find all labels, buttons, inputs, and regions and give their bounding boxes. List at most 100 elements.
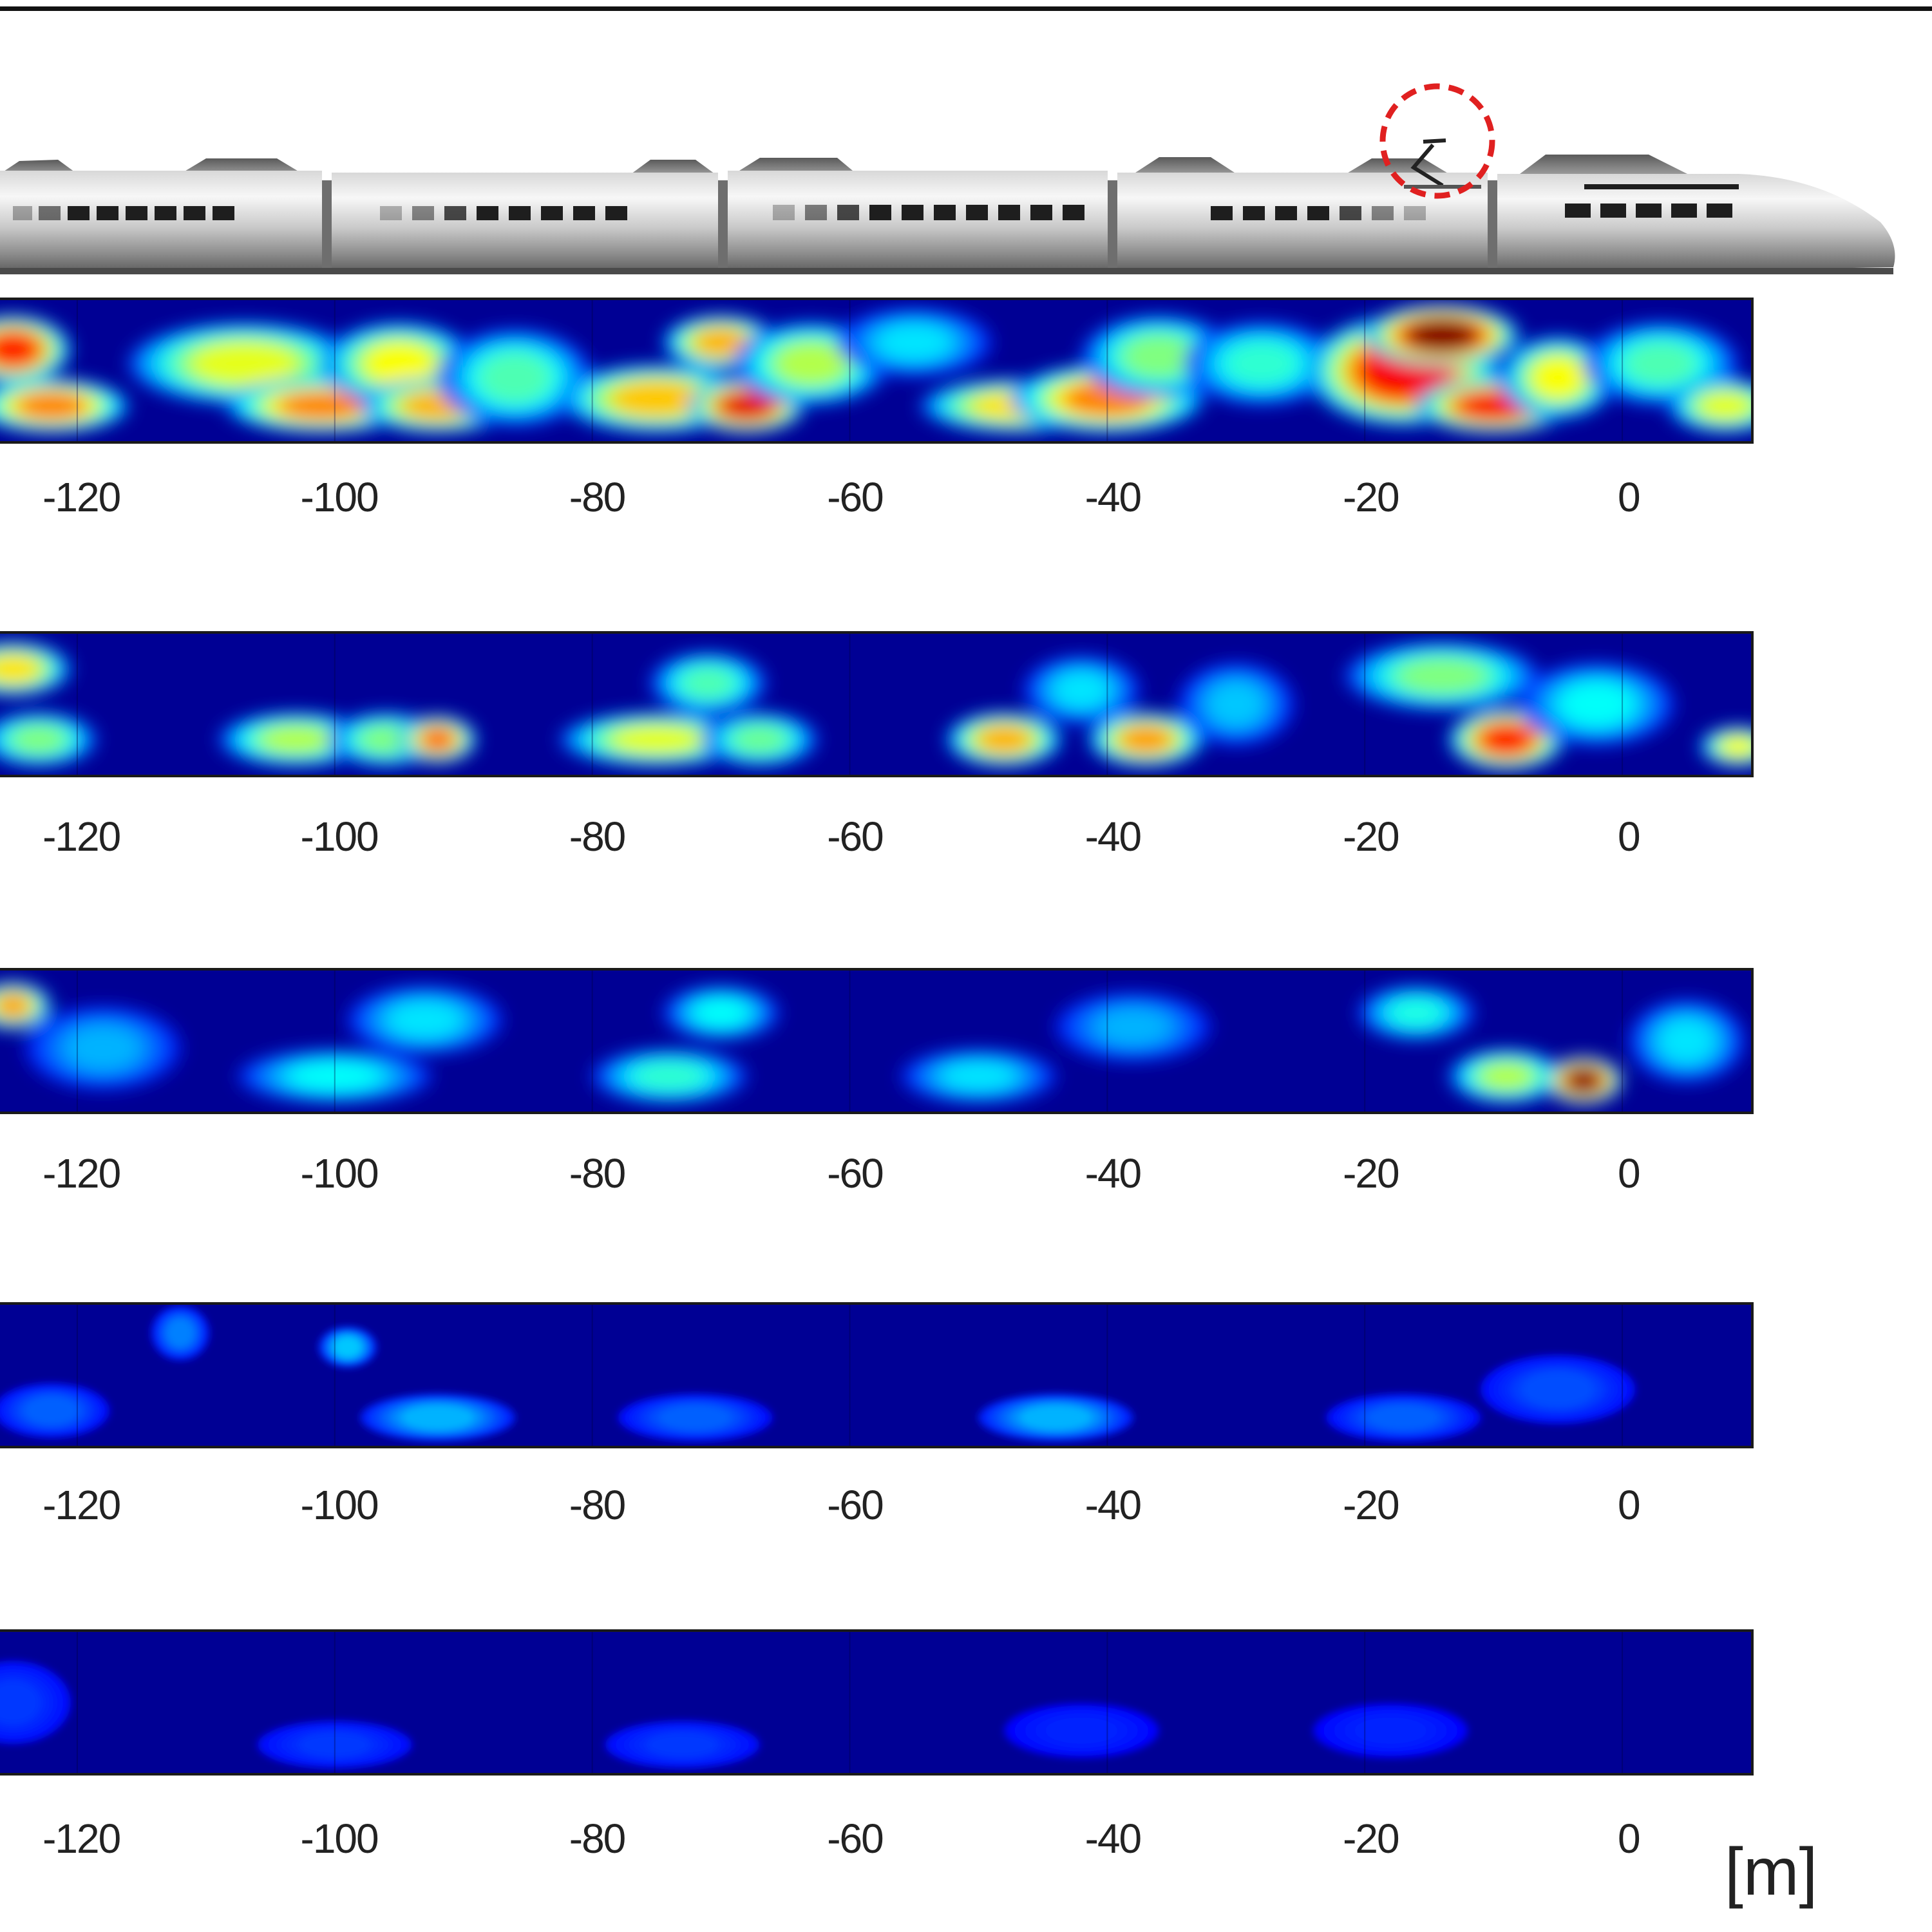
heatmap-hotspot bbox=[633, 1062, 706, 1091]
x-axis-ticks-panel-1: -120 -100 -80 -60 -40 -20 0 bbox=[0, 473, 1932, 531]
heatmap-hotspot bbox=[334, 1336, 361, 1358]
heatmap-hotspot bbox=[1479, 723, 1534, 756]
heatmap-hotspot bbox=[388, 1001, 461, 1038]
x-tick-label: -120 bbox=[43, 813, 121, 860]
x-tick-label: 0 bbox=[1617, 1482, 1641, 1528]
heatmap-hotspot bbox=[1122, 335, 1195, 379]
heatmap-hotspot bbox=[1354, 1716, 1427, 1745]
heatmap-panel-5 bbox=[0, 1629, 1754, 1776]
heatmap-canvas-3 bbox=[0, 971, 1751, 1112]
heatmap-canvas-2 bbox=[0, 634, 1751, 775]
heatmap-hotspot bbox=[363, 342, 435, 386]
heatmap-hotspot bbox=[611, 725, 702, 754]
heatmap-hotspot bbox=[166, 1318, 194, 1347]
x-tick-label: 0 bbox=[1617, 1815, 1641, 1862]
heatmap-panel-3 bbox=[0, 968, 1754, 1114]
heatmap-hotspot bbox=[694, 328, 748, 357]
heatmap-panel-4 bbox=[0, 1302, 1754, 1448]
heatmap-panel-1 bbox=[0, 298, 1754, 444]
x-tick-label: -20 bbox=[1343, 1482, 1399, 1528]
x-tick-label: -100 bbox=[300, 1150, 379, 1197]
x-tick-label: 0 bbox=[1617, 1150, 1641, 1197]
x-tick-label: -40 bbox=[1084, 1150, 1142, 1197]
heatmap-hotspot bbox=[659, 1405, 732, 1430]
x-tick-label: -40 bbox=[1084, 1815, 1142, 1862]
heatmap-hotspot bbox=[0, 993, 31, 1018]
x-tick-label: -100 bbox=[300, 1482, 379, 1528]
heatmap-hotspot bbox=[15, 392, 88, 421]
heatmap-hotspot bbox=[0, 654, 40, 683]
heatmap-hotspot bbox=[646, 1732, 719, 1757]
heatmap-hotspot bbox=[1660, 1019, 1714, 1063]
x-tick-label: -40 bbox=[1084, 474, 1142, 520]
x-tick-label: -40 bbox=[1084, 1482, 1142, 1528]
x-tick-label: -100 bbox=[300, 474, 379, 520]
heatmap-hotspot bbox=[1531, 355, 1586, 399]
heatmap-hotspot bbox=[1209, 683, 1264, 726]
heatmap-hotspot bbox=[1097, 1009, 1170, 1045]
x-tick-label: -100 bbox=[300, 1815, 379, 1862]
heatmap-hotspot bbox=[1054, 672, 1109, 708]
heatmap-hotspot bbox=[1119, 725, 1173, 754]
x-tick-label: -120 bbox=[43, 1150, 121, 1197]
x-tick-label: -20 bbox=[1343, 1815, 1399, 1862]
x-tick-label: -60 bbox=[827, 1815, 884, 1862]
heatmap-hotspot bbox=[977, 725, 1032, 754]
heatmap-hotspot bbox=[878, 324, 951, 361]
x-tick-label: -60 bbox=[827, 1482, 884, 1528]
x-axis-ticks-panel-4: -120 -100 -80 -60 -40 -20 0 bbox=[0, 1481, 1932, 1539]
heatmap-hotspot bbox=[260, 725, 332, 754]
heatmap-hotspot bbox=[1479, 1062, 1534, 1091]
heatmap-panel-2 bbox=[0, 631, 1754, 777]
heatmap-hotspot bbox=[1560, 683, 1633, 726]
heatmap-hotspot bbox=[1019, 1405, 1092, 1430]
x-axis-ticks-panel-3: -120 -100 -80 -60 -40 -20 0 bbox=[0, 1150, 1932, 1208]
heatmap-hotspot bbox=[0, 331, 40, 368]
heatmap-hotspot bbox=[1566, 1068, 1602, 1094]
heatmap-hotspot bbox=[1367, 1405, 1440, 1430]
x-tick-label: -40 bbox=[1084, 813, 1142, 860]
heatmap-canvas-4 bbox=[0, 1305, 1751, 1446]
x-tick-label: -80 bbox=[569, 813, 626, 860]
heatmap-hotspot bbox=[1406, 319, 1479, 352]
x-axis-unit-label: [m] bbox=[1725, 1835, 1818, 1909]
heatmap-hotspot bbox=[719, 392, 774, 421]
x-tick-label: -60 bbox=[827, 1150, 884, 1197]
x-tick-label: -120 bbox=[43, 474, 121, 520]
train-illustration bbox=[0, 83, 1895, 274]
x-tick-label: -100 bbox=[300, 813, 379, 860]
heatmap-hotspot bbox=[276, 392, 367, 421]
heatmap-hotspot bbox=[0, 1681, 40, 1724]
heatmap-hotspot bbox=[732, 725, 787, 754]
x-tick-label: -80 bbox=[569, 1150, 626, 1197]
x-tick-label: -60 bbox=[827, 813, 884, 860]
x-tick-label: 0 bbox=[1617, 474, 1641, 520]
train-body bbox=[0, 155, 1895, 274]
heatmap-hotspot bbox=[24, 1396, 79, 1425]
heatmap-hotspot bbox=[478, 352, 551, 403]
x-tick-label: -80 bbox=[569, 474, 626, 520]
x-axis-ticks-panel-2: -120 -100 -80 -60 -40 -20 0 bbox=[0, 813, 1932, 871]
heatmap-hotspot bbox=[66, 1026, 139, 1070]
heatmap-hotspot bbox=[1045, 1716, 1118, 1745]
x-tick-label: -120 bbox=[43, 1815, 121, 1862]
heatmap-hotspot bbox=[289, 1062, 380, 1091]
x-tick-label: -20 bbox=[1343, 813, 1399, 860]
heatmap-hotspot bbox=[681, 667, 735, 699]
top-border-line bbox=[0, 6, 1932, 11]
heatmap-hotspot bbox=[359, 725, 413, 754]
heatmap-hotspot bbox=[190, 342, 299, 386]
heatmap-canvas-5 bbox=[0, 1632, 1751, 1773]
heatmap-hotspot bbox=[298, 1732, 371, 1757]
heatmap-hotspot bbox=[942, 1062, 1015, 1091]
heatmap-hotspot bbox=[694, 998, 748, 1027]
x-tick-label: -120 bbox=[43, 1482, 121, 1528]
heatmap-hotspot bbox=[1720, 735, 1751, 757]
heatmap-hotspot bbox=[1226, 342, 1298, 386]
heatmap-hotspot bbox=[1698, 392, 1751, 421]
heatmap-hotspot bbox=[1389, 998, 1444, 1027]
x-tick-label: -80 bbox=[569, 1815, 626, 1862]
heatmap-hotspot bbox=[611, 381, 702, 417]
heatmap-hotspot bbox=[419, 726, 456, 752]
highlight-circle bbox=[1379, 83, 1495, 199]
